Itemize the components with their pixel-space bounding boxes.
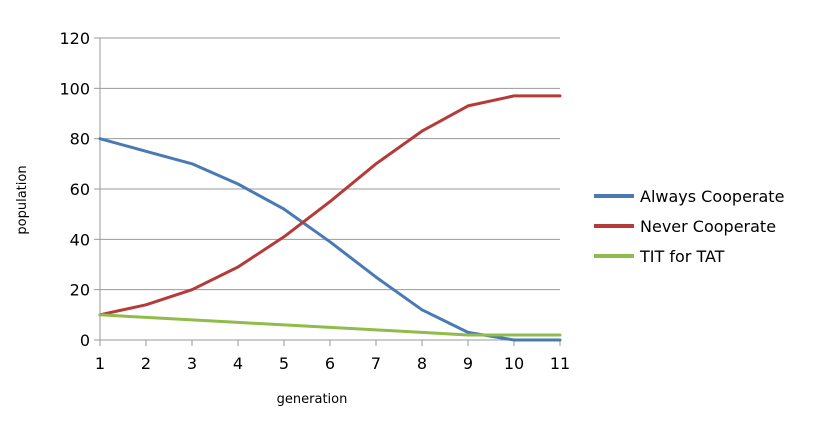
legend-label-3: TIT for TAT: [639, 247, 725, 266]
x-tick-label: 1: [95, 354, 105, 373]
y-tick-label: 100: [59, 79, 90, 98]
x-tick-label: 4: [233, 354, 243, 373]
legend: Always Cooperate Never Cooperate TIT for T…: [594, 187, 784, 266]
x-axis-title: generation: [277, 392, 348, 407]
x-tick-label: 9: [463, 354, 473, 373]
series-line-3: [98, 313, 562, 337]
y-tick-label: 60: [70, 180, 90, 199]
legend-label-2: Never Cooperate: [640, 217, 776, 236]
x-tick-label: 2: [141, 354, 151, 373]
series-line-2: [98, 94, 562, 317]
x-tick-label: 5: [279, 354, 289, 373]
y-tick-label: 0: [80, 331, 90, 350]
y-tick-label: 120: [59, 29, 90, 48]
x-tick-label: 3: [187, 354, 197, 373]
gridlines: [100, 37, 560, 341]
axes: 0 20 40 60 80 100 120 1 2 3 4 5 6 7 8 9 10 11: [59, 29, 570, 373]
x-tick-label: 10: [504, 354, 524, 373]
x-tick-label: 7: [371, 354, 381, 373]
series-lines: [98, 94, 562, 342]
y-tick-label: 20: [70, 281, 90, 300]
x-tick-label: 8: [417, 354, 427, 373]
x-tick-label: 11: [550, 354, 570, 373]
x-tick-label: 6: [325, 354, 335, 373]
legend-label-1: Always Cooperate: [640, 187, 784, 206]
y-axis-title: population: [15, 165, 30, 234]
y-tick-label: 80: [70, 130, 90, 149]
y-tick-label: 40: [70, 230, 90, 249]
